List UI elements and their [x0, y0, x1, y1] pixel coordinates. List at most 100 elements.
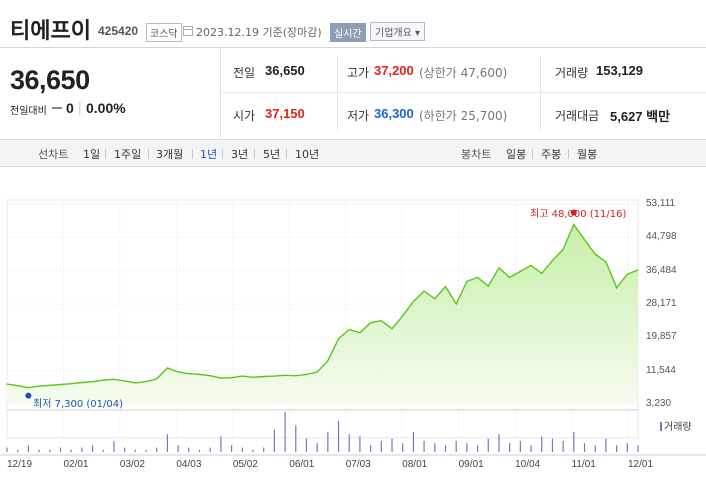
change-percent: 0.00%: [86, 100, 126, 116]
x-tick-label: 11/01: [571, 459, 596, 470]
volume-legend: 거래량: [660, 418, 692, 433]
volume-bar: [145, 449, 147, 452]
tab-1w[interactable]: 1주일: [114, 148, 142, 161]
volume-bar: [305, 438, 308, 452]
volume-bar: [284, 412, 286, 452]
line-chart-label: 선차트: [38, 148, 69, 161]
volume-bar: [402, 443, 404, 452]
volume-bar: [124, 447, 126, 452]
volume-bar: [380, 440, 382, 452]
upper-limit: (상한가 47,600): [419, 66, 508, 80]
volume-bar: [370, 445, 372, 452]
volume-bar: [337, 420, 340, 452]
tab-3y[interactable]: 3년: [231, 148, 249, 161]
price-point: [380, 320, 382, 322]
volume-bar: [91, 445, 94, 452]
price-summary: 36,650 전일대비 0 | 0.00%: [0, 55, 220, 133]
price-point: [498, 267, 500, 269]
volume-bar: [455, 440, 457, 452]
volume-bar: [49, 449, 51, 452]
x-tick-label: 03/02: [119, 459, 145, 470]
volume-bar: [498, 434, 500, 452]
volume-bar: [241, 447, 243, 452]
volume-bar: [166, 434, 169, 452]
volume-label: 거래량: [555, 66, 589, 80]
volume-bar: [541, 436, 543, 452]
price-point: [359, 332, 361, 334]
volume-bar: [295, 425, 297, 452]
open-value: 37,150: [265, 106, 305, 121]
tab-3m[interactable]: 3개월: [156, 148, 184, 161]
volume-bar: [583, 443, 586, 452]
volume-bar: [230, 445, 233, 452]
volume-bar: [70, 449, 72, 452]
price-point: [273, 375, 275, 377]
price-point: [370, 322, 372, 324]
volume-bar: [59, 447, 62, 452]
change-value: 0: [66, 100, 74, 116]
tab-10y[interactable]: 10년: [295, 148, 320, 161]
price-point: [391, 328, 393, 330]
company-info-dropdown[interactable]: 기업개요 ▾: [370, 22, 425, 41]
price-chart-svg: [0, 199, 706, 456]
lower-limit: (하한가 25,700): [419, 109, 508, 123]
y-tick-label: 44,798: [646, 231, 677, 243]
x-tick-label: 05/02: [232, 459, 258, 470]
current-price: 36,650: [10, 65, 90, 95]
low-marker: [25, 392, 32, 399]
price-point: [17, 385, 19, 387]
low-label: 저가: [347, 109, 370, 123]
stock-name: 티에프이: [10, 19, 91, 44]
tab-daily[interactable]: 일봉: [506, 148, 527, 161]
tab-monthly[interactable]: 월봉: [577, 148, 598, 161]
volume-bar: [412, 432, 415, 452]
price-point: [509, 276, 511, 279]
price-point: [230, 377, 233, 379]
volume-bar: [6, 447, 8, 452]
volume-bar: [316, 443, 318, 452]
volume-bar: [519, 440, 521, 452]
tab-1y[interactable]: 1년: [200, 148, 218, 161]
tab-5y[interactable]: 5년: [263, 148, 281, 161]
volume-bar: [551, 438, 554, 452]
volume-bar: [327, 432, 329, 452]
price-point: [220, 377, 222, 379]
realtime-button[interactable]: 실시간: [330, 23, 366, 42]
price-point: [616, 287, 618, 289]
no-change-icon: [52, 107, 62, 109]
price-point: [327, 360, 329, 362]
quote-stats-grid: 전일 36,650 고가 37,200 (상한가 47,600) 거래량 153…: [220, 48, 706, 138]
price-point: [594, 253, 596, 255]
high-value: 37,200: [374, 63, 414, 78]
x-tick-label: 04/03: [176, 459, 202, 470]
volume-bar: [177, 445, 179, 452]
price-point: [583, 239, 586, 241]
price-point: [198, 373, 201, 376]
price-point: [102, 379, 104, 381]
y-tick-label: 11,544: [646, 364, 676, 376]
price-point: [519, 270, 521, 273]
price-point: [423, 290, 425, 292]
price-point: [145, 381, 147, 383]
price-line: [6, 223, 639, 389]
price-point: [295, 375, 297, 377]
price-point: [402, 315, 404, 317]
x-tick-label: 02/01: [63, 459, 89, 470]
y-tick-label: 19,857: [646, 331, 677, 343]
volume-bar: [359, 436, 361, 452]
price-point: [348, 328, 350, 331]
price-point: [316, 371, 318, 373]
volume-bar: [637, 445, 639, 452]
price-point: [530, 264, 532, 266]
tab-weekly[interactable]: 주봉: [541, 148, 562, 161]
y-tick-label: 3,230: [646, 398, 672, 409]
price-chart[interactable]: 53,111 44,798 36,484 28,171 19,857 11,544 3,23…: [0, 168, 706, 496]
volume-bar: [444, 445, 447, 452]
price-point: [6, 383, 8, 385]
price-point: [70, 383, 72, 385]
low-annotation: 최저 7,300 (01/04): [33, 399, 124, 410]
tab-1d[interactable]: 1일: [83, 148, 101, 161]
price-point: [434, 298, 436, 300]
price-point: [284, 374, 286, 376]
price-point: [241, 375, 243, 377]
